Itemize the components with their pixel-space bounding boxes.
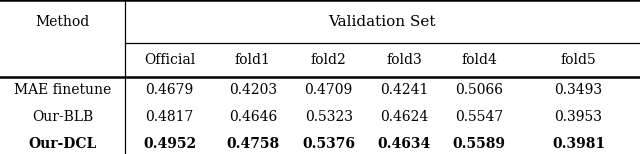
Text: 0.5066: 0.5066	[456, 83, 504, 97]
Text: 0.4758: 0.4758	[226, 137, 280, 151]
Text: 0.5323: 0.5323	[305, 110, 353, 124]
Text: Validation Set: Validation Set	[329, 15, 436, 28]
Text: 0.4646: 0.4646	[228, 110, 277, 124]
Text: fold1: fold1	[235, 53, 271, 67]
Text: Our-BLB: Our-BLB	[32, 110, 93, 124]
Text: fold2: fold2	[311, 53, 346, 67]
Text: 0.5376: 0.5376	[302, 137, 355, 151]
Text: 0.4817: 0.4817	[145, 110, 194, 124]
Text: 0.4634: 0.4634	[377, 137, 431, 151]
Text: 0.4241: 0.4241	[380, 83, 428, 97]
Text: fold3: fold3	[386, 53, 422, 67]
Text: 0.3981: 0.3981	[552, 137, 605, 151]
Text: fold5: fold5	[561, 53, 596, 67]
Text: Our-DCL: Our-DCL	[28, 137, 97, 151]
Text: 0.4952: 0.4952	[143, 137, 196, 151]
Text: 0.4679: 0.4679	[145, 83, 194, 97]
Text: 0.4709: 0.4709	[305, 83, 353, 97]
Text: 0.5589: 0.5589	[453, 137, 506, 151]
Text: Official: Official	[144, 53, 195, 67]
Text: MAE finetune: MAE finetune	[14, 83, 111, 97]
Text: 0.4203: 0.4203	[228, 83, 277, 97]
Text: 0.4624: 0.4624	[380, 110, 428, 124]
Text: fold4: fold4	[461, 53, 497, 67]
Text: 0.5547: 0.5547	[455, 110, 504, 124]
Text: Method: Method	[35, 15, 90, 28]
Text: 0.3493: 0.3493	[554, 83, 603, 97]
Text: 0.3953: 0.3953	[555, 110, 603, 124]
